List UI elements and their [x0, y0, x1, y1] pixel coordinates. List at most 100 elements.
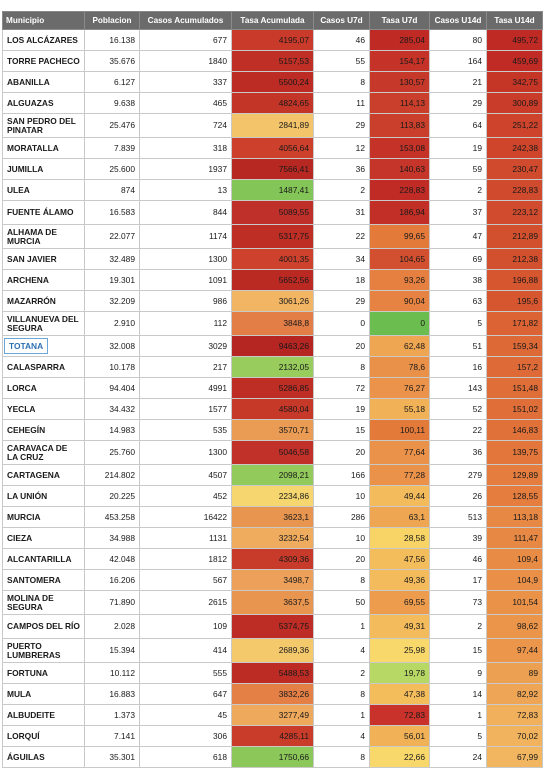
municipio-cell-text: LORCA: [7, 382, 37, 393]
tasa-acumulada-cell-text: 1750,66: [278, 751, 309, 762]
tasa-u14d-cell-text: 228,83: [512, 184, 538, 195]
casos-u14d-cell-text: 24: [472, 751, 482, 762]
tasa-acumulada-cell-text: 4824,65: [278, 97, 309, 108]
casos-u7d-cell-text: 15: [355, 424, 365, 435]
municipio-cell: LORCA: [2, 377, 85, 399]
table-row: LORQUÍ 7.141 306 4285,11 4 56,01 5 70,02: [2, 725, 543, 747]
casos-acumulados-cell: 647: [139, 683, 232, 705]
municipio-cell-text: MOLINA DE SEGURA: [7, 592, 54, 612]
casos-u14d-cell-text: 59: [472, 163, 482, 174]
header-casos-u14d: Casos U14d: [429, 11, 487, 30]
tasa-u14d-cell: 159,34: [486, 335, 543, 357]
municipio-cell-text: FUENTE ÁLAMO: [7, 207, 74, 217]
casos-u7d-cell-text: 1: [360, 621, 365, 631]
tasa-u14d-cell-text: 82,92: [517, 688, 538, 699]
casos-u7d-cell-text: 8: [360, 751, 365, 762]
tasa-acumulada-cell-text: 5157,53: [278, 55, 309, 66]
tasa-u14d-cell-text: 139,75: [512, 447, 538, 457]
casos-u14d-cell: 9: [429, 662, 487, 684]
tasa-acumulada-cell-text: 4285,11: [279, 730, 309, 741]
casos-u7d-cell-text: 20: [355, 553, 365, 564]
casos-acumulados-cell: 109: [139, 614, 232, 639]
poblacion-cell-text: 6.127: [114, 76, 135, 87]
tasa-u14d-cell: 98,62: [486, 614, 543, 639]
casos-acumulados-cell: 1937: [139, 158, 232, 180]
casos-u7d-cell-text: 20: [355, 447, 365, 457]
tasa-u7d-cell: 186,94: [369, 200, 430, 225]
casos-acumulados-cell: 724: [139, 113, 232, 138]
casos-u14d-cell: 47: [429, 224, 487, 249]
casos-acumulados-cell: 618: [139, 746, 232, 768]
casos-u14d-cell: 26: [429, 485, 487, 507]
poblacion-cell: 32.489: [84, 248, 140, 270]
casos-u14d-cell: 2: [429, 179, 487, 201]
casos-acumulados-cell-text: 844: [213, 207, 227, 217]
casos-u7d-cell-text: 286: [351, 511, 365, 522]
tasa-acumulada-cell: 5317,75: [231, 224, 314, 249]
tasa-u14d-cell: 97,44: [486, 638, 543, 663]
municipio-cell: CALASPARRA: [2, 356, 85, 378]
tasa-u14d-cell: 128,55: [486, 485, 543, 507]
header-poblacion: Poblacion: [84, 11, 140, 30]
casos-u7d-cell-text: 8: [360, 361, 365, 372]
poblacion-cell: 2.910: [84, 311, 140, 336]
municipio-cell-text: ULEA: [7, 184, 30, 195]
poblacion-cell: 20.225: [84, 485, 140, 507]
header-casos-acumulados: Casos Acumulados: [139, 11, 232, 30]
casos-u14d-cell: 39: [429, 527, 487, 549]
tasa-acumulada-cell: 4001,35: [231, 248, 314, 270]
casos-acumulados-cell: 1840: [139, 50, 232, 72]
municipio-cell: LA UNIÓN: [2, 485, 85, 507]
tasa-u14d-cell: 171,82: [486, 311, 543, 336]
table-body: LOS ALCÁZARES 16.138 677 4195,07 46 285,04 80 4…: [2, 29, 543, 768]
casos-u14d-cell: 2: [429, 614, 487, 639]
poblacion-cell: 16.206: [84, 569, 140, 591]
poblacion-cell: 16.883: [84, 683, 140, 705]
casos-u7d-cell: 1: [313, 704, 370, 726]
tasa-u14d-cell-text: 196,88: [512, 274, 538, 285]
tasa-u14d-cell: 157,2: [486, 356, 543, 378]
tasa-acumulada-cell-text: 5089,55: [278, 207, 309, 217]
municipio-cell: TORRE PACHECO: [2, 50, 85, 72]
municipio-cell: LOS ALCÁZARES: [2, 29, 85, 51]
casos-acumulados-cell: 452: [139, 485, 232, 507]
casos-u7d-cell-text: 19: [355, 403, 365, 414]
casos-u14d-cell: 19: [429, 137, 487, 159]
poblacion-cell-text: 16.206: [109, 574, 135, 585]
tasa-u7d-cell: 56,01: [369, 725, 430, 747]
poblacion-cell: 2.028: [84, 614, 140, 639]
casos-u7d-cell: 4: [313, 638, 370, 663]
tasa-u14d-cell-text: 230,47: [512, 163, 538, 174]
tasa-u14d-cell-text: 129,89: [512, 469, 538, 480]
tasa-u7d-cell-text: 28,58: [404, 532, 425, 543]
poblacion-cell-text: 25.760: [109, 447, 135, 457]
municipio-cell-text: MAZARRÓN: [7, 295, 56, 306]
municipio-cell: CIEZA: [2, 527, 85, 549]
tasa-u7d-cell: 130,57: [369, 71, 430, 93]
casos-u14d-cell-text: 14: [472, 688, 482, 699]
municipio-cell-text: CALASPARRA: [7, 361, 66, 372]
tasa-u7d-cell: 49,44: [369, 485, 430, 507]
municipio-cell[interactable]: TOTANA: [2, 335, 85, 357]
casos-u7d-cell-text: 50: [355, 597, 365, 607]
casos-acumulados-cell-text: 16422: [203, 511, 227, 522]
casos-u14d-cell-text: 80: [472, 34, 482, 45]
tasa-acumulada-cell-text: 5652,56: [278, 274, 309, 285]
tasa-u7d-cell-text: 0: [420, 318, 425, 328]
poblacion-cell: 14.983: [84, 419, 140, 441]
tasa-u7d-cell-text: 55,18: [404, 403, 425, 414]
tasa-u14d-cell: 151,02: [486, 398, 543, 420]
casos-u7d-cell: 4: [313, 725, 370, 747]
municipio-cell-text: ALHAMA DE MURCIA: [7, 226, 57, 246]
casos-u7d-cell-text: 8: [360, 688, 365, 699]
tasa-u14d-cell-text: 72,83: [517, 709, 538, 720]
casos-acumulados-cell: 465: [139, 92, 232, 114]
casos-u7d-cell: 8: [313, 356, 370, 378]
poblacion-cell: 22.077: [84, 224, 140, 249]
tasa-u14d-cell-text: 223,12: [512, 207, 538, 217]
casos-u7d-cell: 0: [313, 311, 370, 336]
tasa-u7d-cell: 114,13: [369, 92, 430, 114]
tasa-u14d-cell-text: 98,62: [517, 621, 538, 631]
casos-u7d-cell: 31: [313, 200, 370, 225]
municipio-cell: FUENTE ÁLAMO: [2, 200, 85, 225]
